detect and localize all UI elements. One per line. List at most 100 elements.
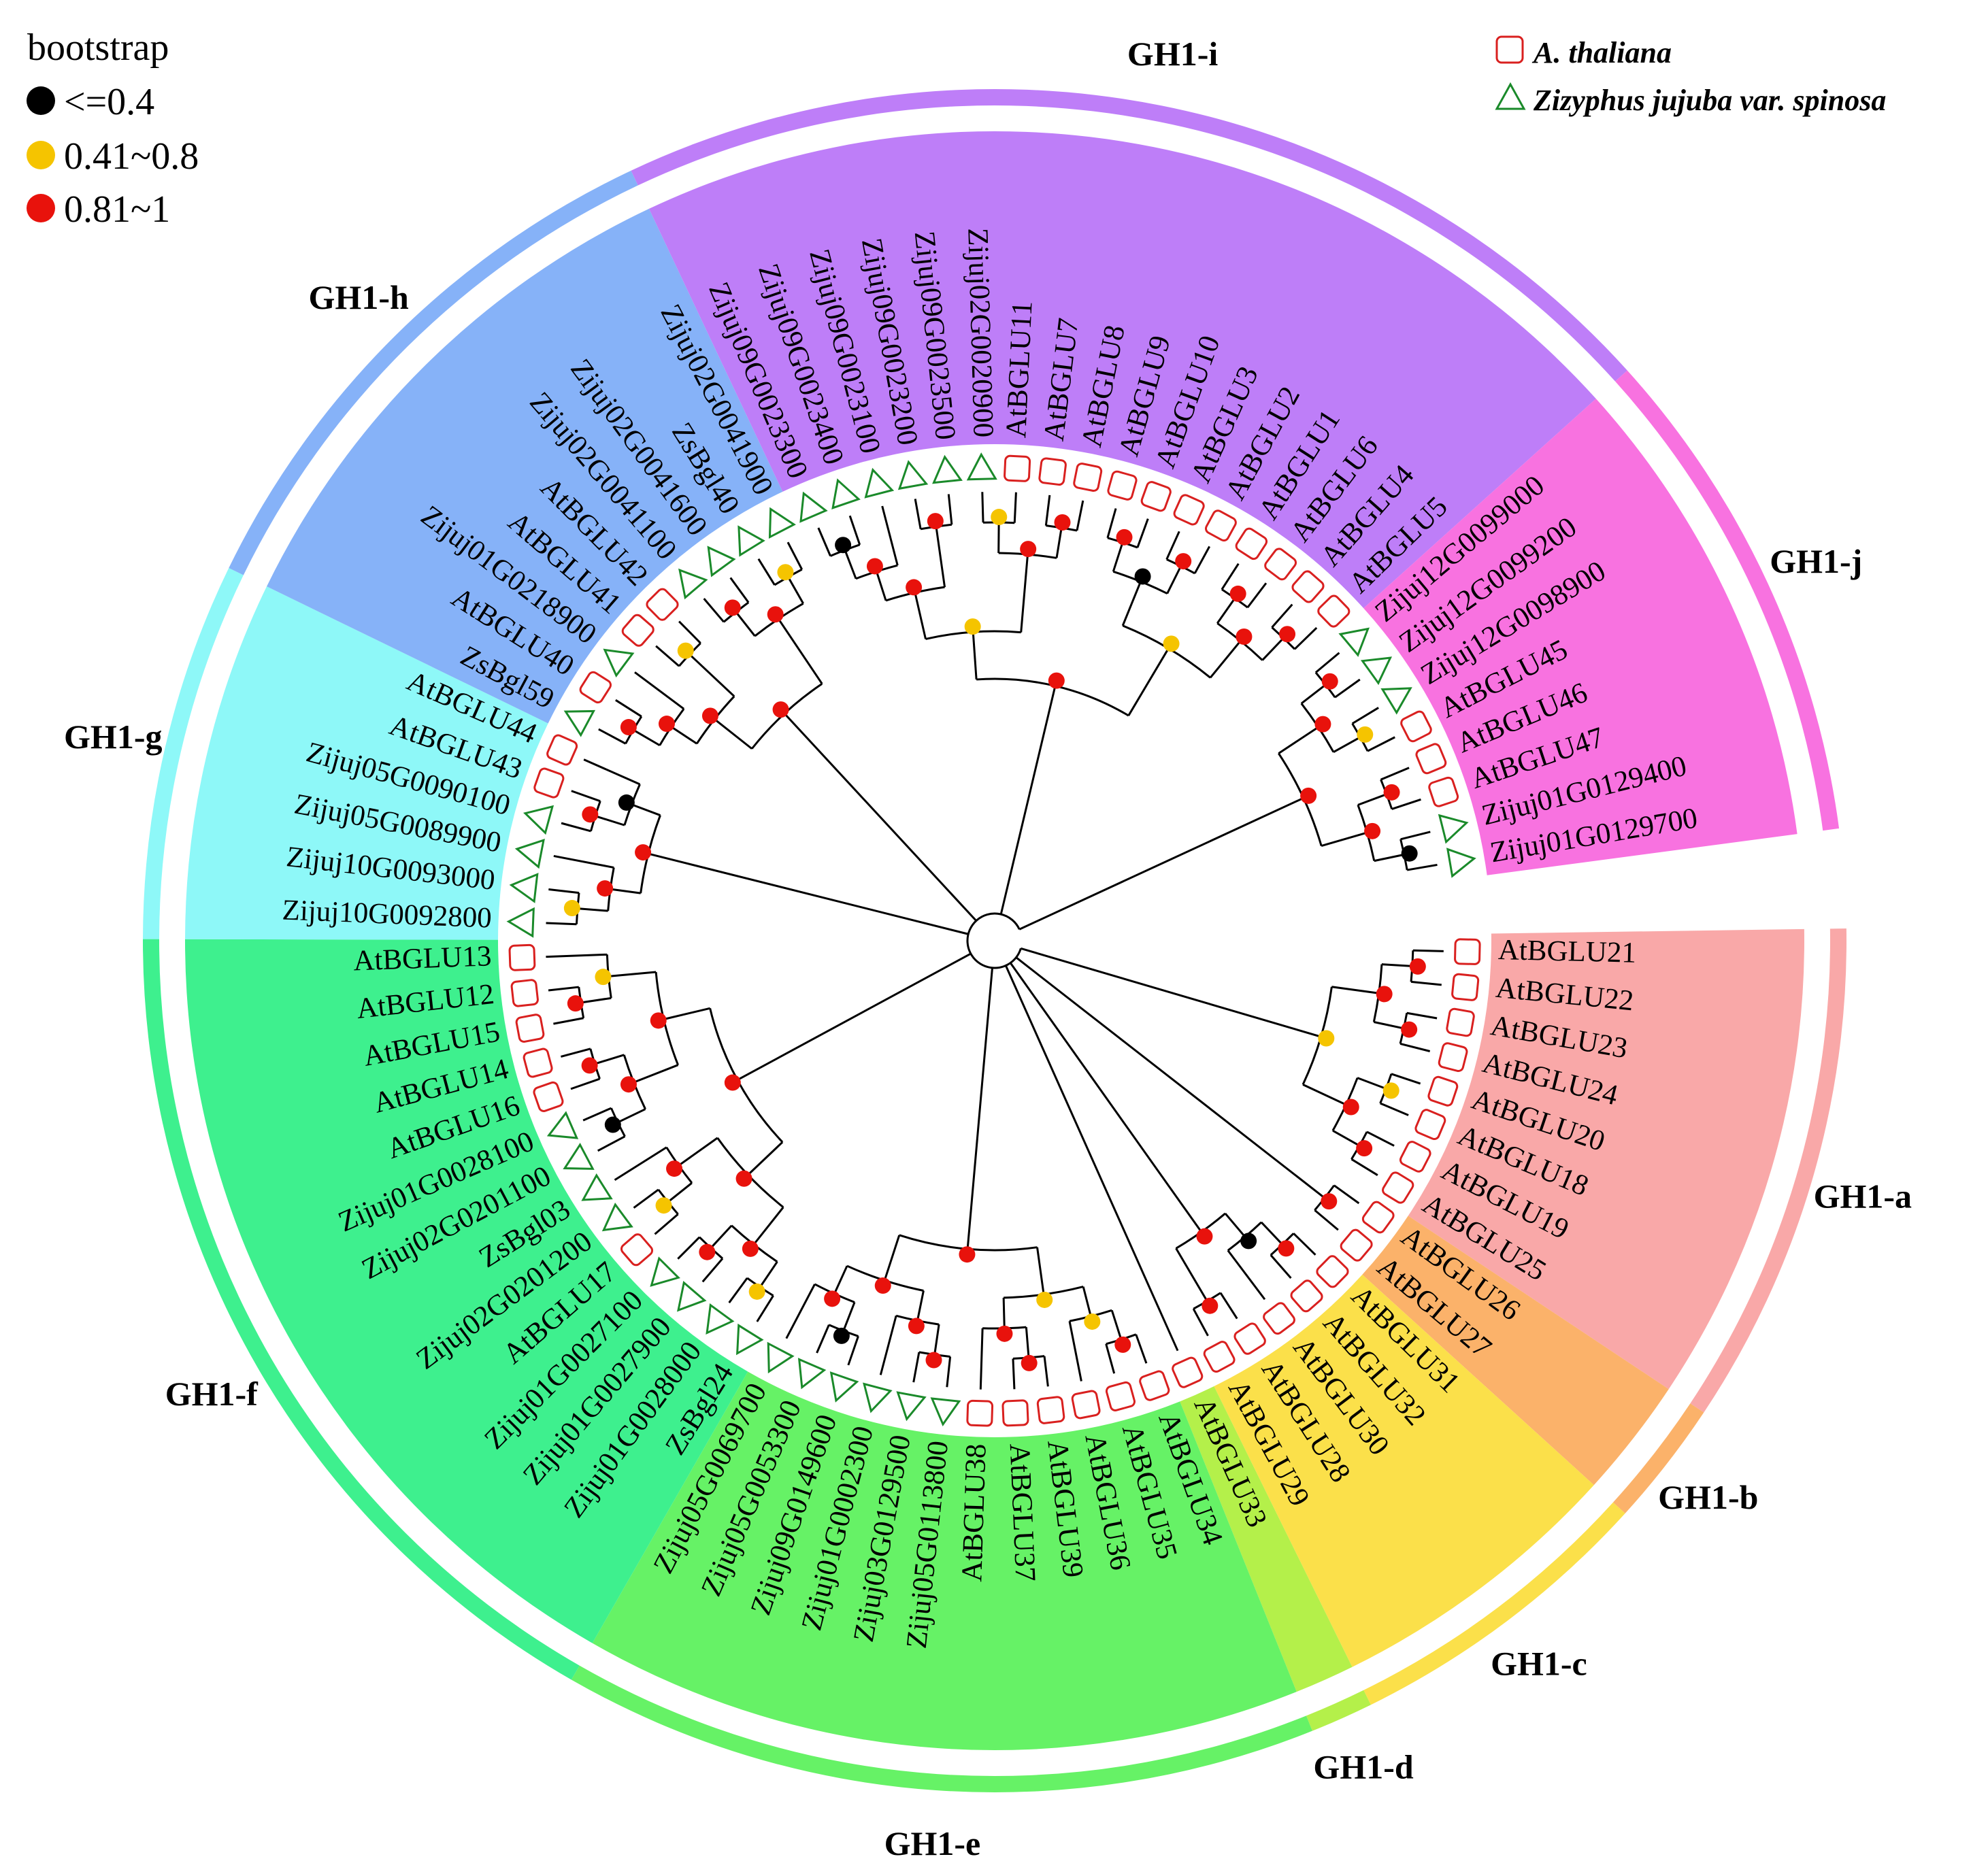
bootstrap-node — [1409, 958, 1426, 975]
branch — [1332, 1129, 1360, 1147]
triangle-marker-icon — [677, 1280, 707, 1312]
bootstrap-node — [1300, 787, 1317, 804]
bootstrap-node — [1314, 716, 1331, 733]
square-marker-icon — [621, 614, 655, 647]
branch — [979, 1328, 984, 1390]
bootstrap-node — [1318, 1030, 1335, 1047]
square-marker-icon — [966, 1399, 994, 1427]
branch — [614, 1146, 667, 1181]
legend-swatch-high — [27, 194, 55, 222]
branch — [786, 541, 804, 570]
species-markers — [506, 452, 1481, 1427]
branch — [594, 1054, 625, 1065]
square-marker-icon — [1290, 1279, 1323, 1313]
branch — [1165, 531, 1180, 560]
branch — [844, 550, 857, 580]
square-marker-icon — [1446, 1007, 1475, 1037]
legend-label-mid: 0.41~0.8 — [64, 135, 199, 178]
branch — [1380, 767, 1410, 781]
branch — [561, 822, 591, 833]
bootstrap-nodes — [563, 509, 1426, 1371]
branch — [1391, 1073, 1421, 1085]
square-marker-icon — [523, 1048, 553, 1078]
branch — [634, 671, 685, 710]
triangle-marker-icon — [514, 839, 545, 869]
triangle-marker-icon — [829, 1371, 859, 1403]
clade-band-gh1-f — [184, 939, 748, 1643]
branch — [1333, 736, 1361, 753]
group-label-gh1-c: GH1-c — [1491, 1645, 1587, 1683]
branch — [703, 598, 725, 623]
branch — [608, 971, 657, 977]
branch — [785, 1284, 816, 1339]
branch — [667, 1182, 693, 1203]
branch — [912, 1352, 921, 1383]
bootstrap-node — [677, 642, 694, 659]
branch — [757, 558, 776, 586]
square-marker-icon — [1451, 973, 1480, 1001]
branch — [933, 1324, 940, 1355]
triangle-marker-icon — [1360, 656, 1393, 686]
triangle-marker-icon — [601, 1202, 633, 1232]
group-label-gh1-a: GH1-a — [1814, 1177, 1912, 1216]
clade-ring-gh1-f — [143, 939, 580, 1680]
triangle-marker-icon — [523, 805, 554, 835]
clade-ring-gh1-b — [1612, 1403, 1704, 1513]
square-marker-icon — [1317, 594, 1351, 628]
triangle-marker-icon — [735, 1323, 764, 1356]
triangle-marker-icon — [546, 1111, 579, 1139]
branch — [1399, 1042, 1431, 1052]
bootstrap-node — [724, 1074, 741, 1091]
square-marker-icon — [1438, 1042, 1468, 1072]
species-label-jujuba: Zizyphus jujuba var. spinosa — [1533, 84, 1886, 117]
branch — [1013, 492, 1017, 523]
branch — [548, 888, 580, 894]
triangle-marker-icon — [707, 546, 736, 577]
triangle-marker-icon — [563, 709, 596, 737]
branch — [1374, 1021, 1404, 1030]
bootstrap-node — [772, 701, 789, 718]
square-marker-icon — [515, 1014, 545, 1043]
clade-band-gh1-e — [592, 1371, 1297, 1750]
leaf-label: AtBGLU21 — [1497, 934, 1636, 969]
branch — [981, 492, 984, 523]
square-marker-icon — [1036, 1396, 1065, 1424]
group-label-gh1-g: GH1-g — [64, 718, 162, 756]
branch — [677, 1236, 701, 1260]
triangle-marker-icon — [768, 507, 796, 539]
bootstrap-node — [1020, 541, 1037, 558]
square-marker-icon — [1235, 527, 1268, 560]
square-marker-icon — [1361, 1201, 1395, 1234]
bootstrap-node — [1196, 1228, 1213, 1245]
branch — [816, 1324, 830, 1354]
branch — [842, 1301, 856, 1331]
bootstrap-node — [824, 1290, 841, 1307]
branch — [1321, 831, 1368, 848]
clade-band-gh1-g — [185, 586, 548, 940]
square-marker-icon — [1205, 509, 1237, 542]
branch — [833, 1265, 848, 1294]
bootstrap-node — [1321, 1193, 1338, 1210]
bootstrap-node — [1279, 626, 1296, 643]
branch — [1127, 648, 1170, 716]
leaf-label: AtBGLU13 — [353, 940, 493, 977]
branch — [1082, 1286, 1092, 1317]
triangle-marker-icon — [1446, 848, 1476, 878]
branch — [1166, 565, 1182, 594]
square-marker-icon — [646, 588, 679, 621]
branch — [1044, 495, 1051, 526]
branch — [617, 1108, 646, 1124]
square-marker-icon — [1428, 776, 1459, 807]
triangle-marker-icon — [966, 452, 997, 481]
square-marker-icon — [1400, 710, 1432, 743]
branch — [1351, 707, 1379, 725]
square-marker-icon — [1427, 1075, 1459, 1107]
branch — [648, 852, 969, 935]
square-marker-icon — [1172, 1356, 1204, 1388]
bootstrap-node — [1382, 1082, 1399, 1099]
bootstrap-node — [735, 1170, 752, 1187]
bootstrap-node — [597, 880, 614, 897]
branch — [689, 654, 735, 697]
branch — [1025, 1326, 1030, 1358]
